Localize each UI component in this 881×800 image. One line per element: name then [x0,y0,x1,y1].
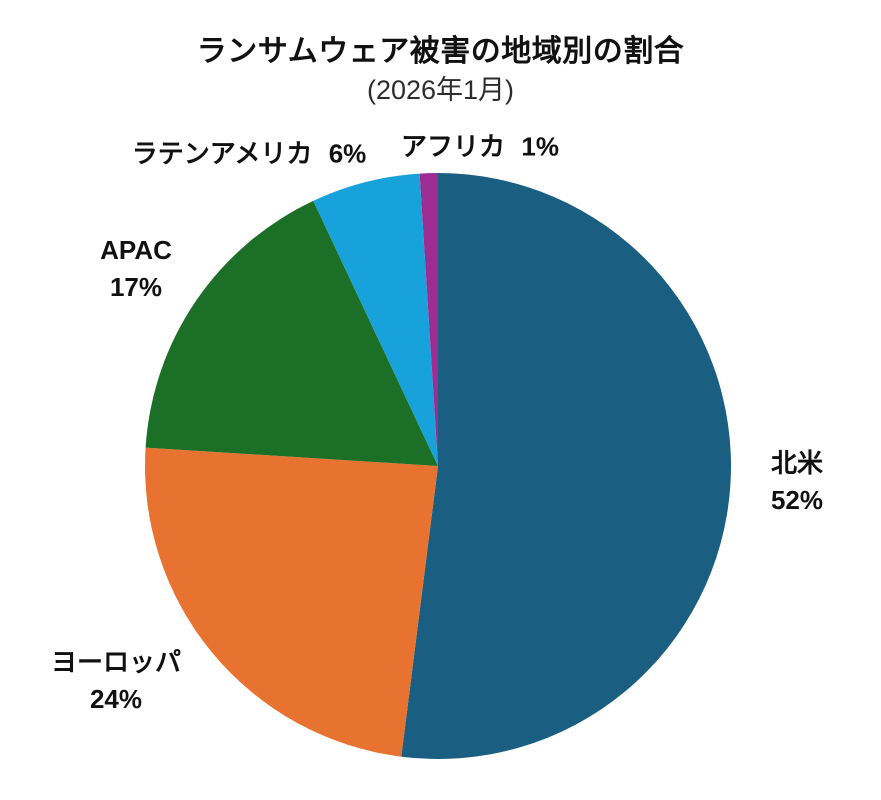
pie-slice-europe [145,447,438,757]
label-europe: ヨーロッパ 24% [51,644,181,718]
label-north-america-name: 北米 [770,448,824,478]
label-latin-america-name: ラテンアメリカ [131,138,313,169]
pie-slice-africa [419,173,438,466]
pie-slice-latin-america [313,173,438,466]
chart-subtitle: (2026年1月) [366,75,515,105]
label-apac-name: APAC [100,235,172,265]
label-apac: APAC 17% [100,232,172,306]
label-latin-america: ラテンアメリカ 6% [132,134,367,171]
pie-slice-north-america [401,173,731,760]
label-europe-pct: 24% [89,684,143,714]
label-africa-pct: 1% [521,131,559,162]
label-north-america: 北米 52% [771,445,823,519]
label-latin-america-pct: 6% [328,138,367,169]
chart-title: ランサムウェア被害の地域別の割合 [196,35,685,68]
label-africa: アフリカ 1% [401,127,559,164]
label-north-america-pct: 52% [770,485,824,515]
pie-slice-apac [145,200,438,466]
label-africa-name: アフリカ [401,131,506,162]
label-apac-pct: 17% [109,272,163,302]
label-europe-name: ヨーロッパ [50,647,182,677]
